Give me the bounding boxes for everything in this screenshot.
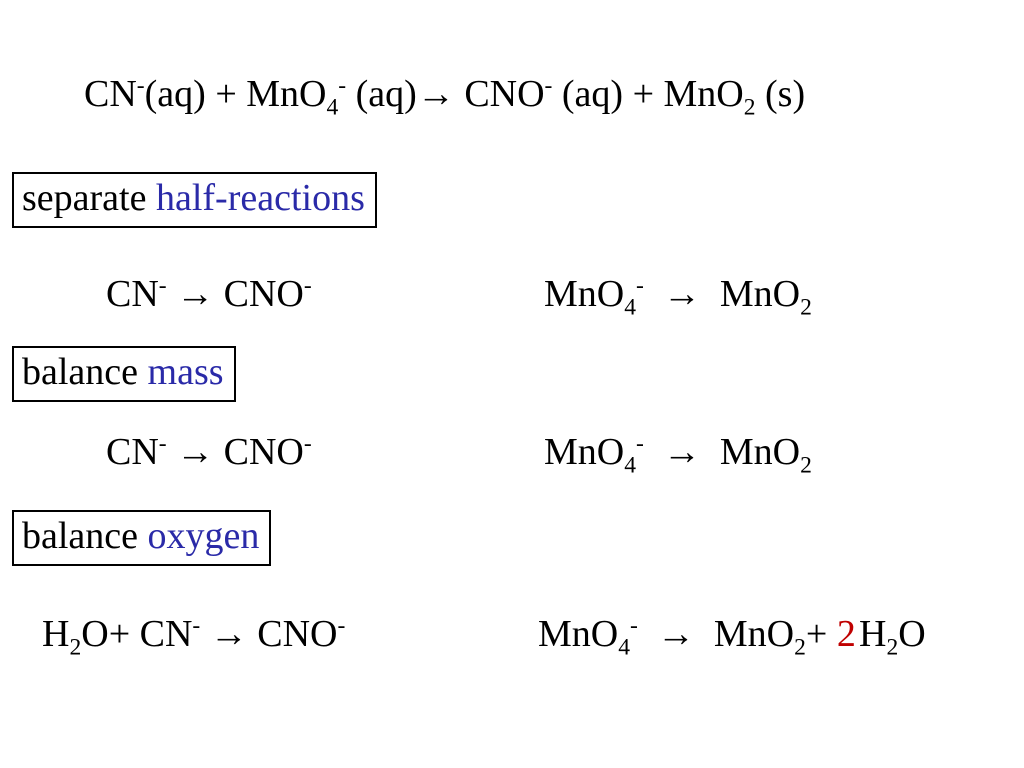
half-reaction-mn-2: MnO4- → MnO2 — [544, 430, 812, 474]
label-balance-oxygen: balance oxygen — [12, 510, 271, 566]
reactant-cn: CN — [84, 73, 137, 115]
half-reaction-mn-oxy: MnO4- → MnO2+ 2 H2O — [538, 612, 926, 656]
product-mno2: MnO — [664, 73, 744, 115]
product-cno: CNO — [464, 73, 544, 115]
half-reaction-cn-1: CN- → CNO- — [106, 272, 312, 316]
reactant-mno4: MnO — [246, 73, 326, 115]
arrow-icon: → — [176, 273, 214, 315]
arrow-icon: → — [176, 431, 214, 473]
half-reaction-cn-oxy: H2O+ CN- → CNO- — [42, 612, 345, 656]
arrow-icon: → — [663, 431, 701, 473]
coefficient-2: 2 — [837, 613, 856, 655]
arrow-icon: → — [210, 613, 248, 655]
arrow-icon: → — [657, 613, 695, 655]
main-equation: CN-(aq) + MnO4- (aq)→ CNO- (aq) + MnO2 (… — [84, 72, 805, 116]
half-reaction-mn-1: MnO4- → MnO2 — [544, 272, 812, 316]
arrow-icon: → — [417, 73, 455, 115]
half-reaction-cn-2: CN- → CNO- — [106, 430, 312, 474]
label-balance-mass: balance mass — [12, 346, 236, 402]
label-separate-half-reactions: separate half-reactions — [12, 172, 377, 228]
chemistry-slide: CN-(aq) + MnO4- (aq)→ CNO- (aq) + MnO2 (… — [0, 0, 1024, 768]
arrow-icon: → — [663, 273, 701, 315]
